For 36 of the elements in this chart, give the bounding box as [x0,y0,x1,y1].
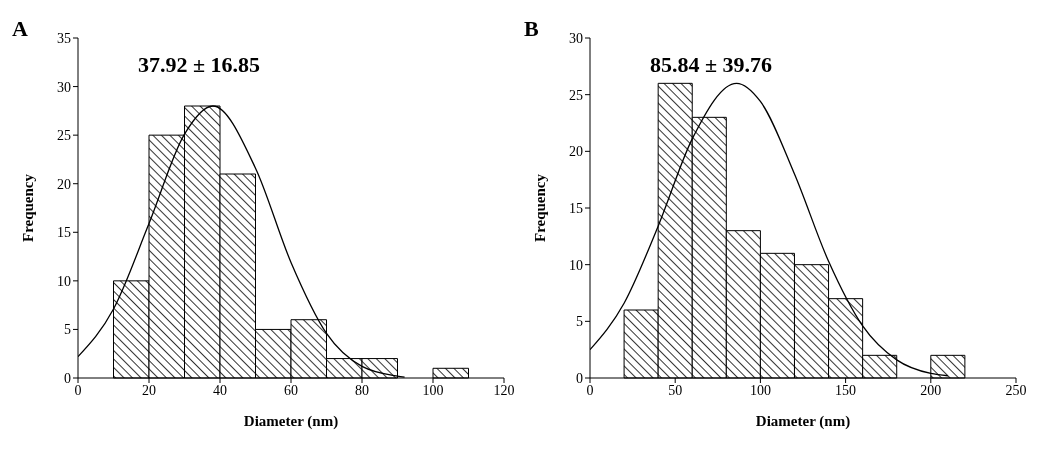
x-tick-label: 0 [74,382,82,398]
y-tick-label: 20 [57,176,71,192]
x-tick-label: 0 [586,382,594,398]
y-axis-title: Frequency [20,173,37,243]
y-tick-label: 5 [64,322,71,338]
y-tick-label: 30 [57,79,71,95]
y-tick-label: 10 [569,257,583,273]
x-tick-label: 40 [213,382,227,398]
y-axis-title: Frequency [532,173,549,243]
y-tick-label: 5 [576,314,583,330]
x-tick-label: 50 [668,382,683,398]
y-tick-label: 30 [569,30,583,46]
x-tick-label: 100 [422,382,444,398]
x-tick-label: 20 [142,382,156,398]
x-tick-label: 60 [284,382,298,398]
x-tick-label: 120 [493,382,515,398]
x-tick-label: 80 [355,382,369,398]
y-tick-label: 20 [569,144,583,160]
x-tick-label: 100 [749,382,771,398]
x-tick-label: 200 [920,382,942,398]
y-tick-label: 15 [57,225,71,241]
x-axis-title: Diameter (nm) [243,413,339,430]
y-tick-label: 35 [57,30,71,46]
y-tick-label: 25 [57,128,71,144]
annotation: 37.92 ± 16.85 [138,52,261,78]
x-tick-label: 150 [835,382,857,398]
x-tick-label: 250 [1005,382,1027,398]
chart-title: B [524,16,539,42]
annotation: 85.84 ± 39.76 [650,52,773,78]
x-axis-title: Diameter (nm) [755,413,851,430]
y-tick-label: 0 [64,370,71,386]
chart-title: A [12,16,28,42]
y-tick-label: 25 [569,87,583,103]
y-tick-label: 10 [57,273,71,289]
y-tick-label: 15 [569,200,583,216]
y-tick-label: 0 [576,370,583,386]
